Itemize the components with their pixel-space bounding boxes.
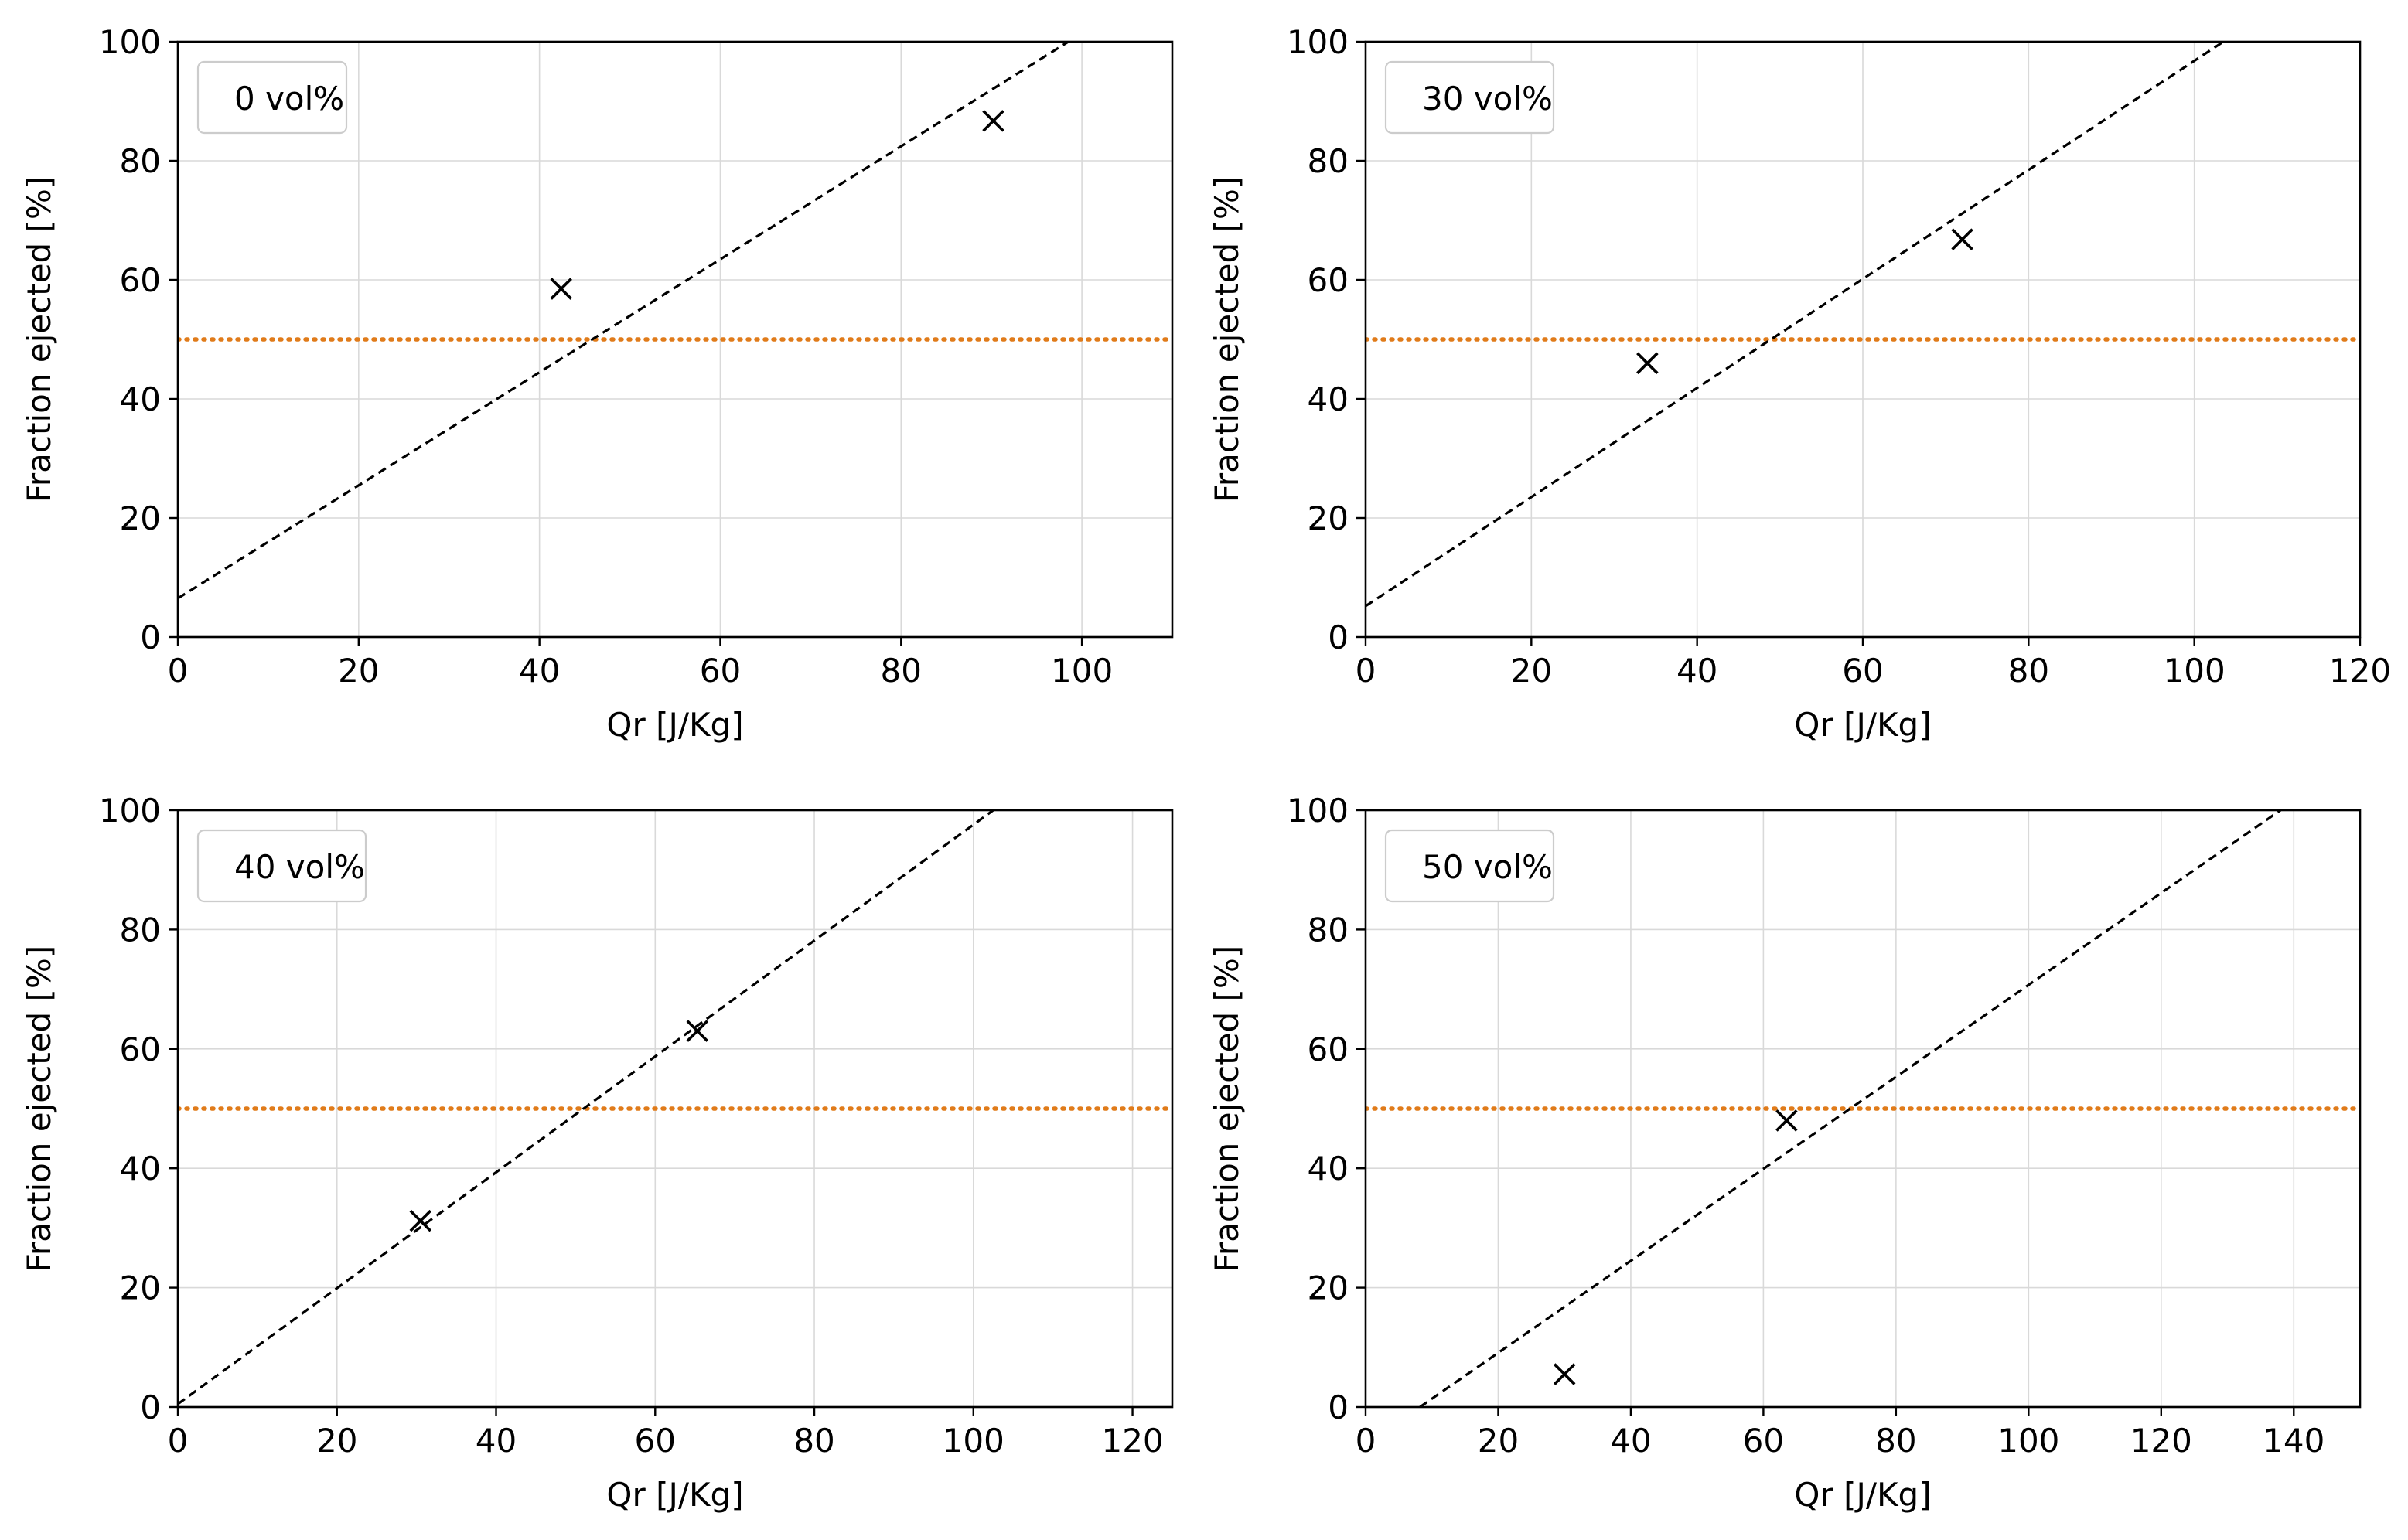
chart-4-point-1 [1553,1363,1576,1385]
chart-3-panel: 0 20 40 60 80 100 120 0 20 40 60 80 100 Qr [J/Kg] Frac… [20,792,1174,1514]
chart-4-point-2 [1775,1109,1798,1132]
chart-3-xtick-label-2: 40 [476,1422,517,1460]
chart-2-xtick-label-0: 0 [1356,652,1376,690]
chart-4-xtick-label-6: 120 [2130,1422,2192,1460]
chart-4-xtick-label-0: 0 [1356,1422,1376,1460]
chart-2-xtick-label-2: 40 [1676,652,1717,690]
chart-2-ylabel: Fraction ejected [%] [1208,176,1246,503]
chart-2-legend-box [1384,60,1555,135]
chart-2-point-2 [1951,228,1973,250]
chart-1-legend-label: 0 vol% [234,80,344,118]
chart-2-xtick-label-5: 100 [2164,652,2226,690]
chart-4-legend-label: 50 vol% [1422,848,1553,886]
chart-1-point-1 [550,278,572,300]
chart-1-ytick-label-2: 40 [120,380,161,418]
chart-3-ytick-label-1: 20 [120,1269,161,1307]
chart-1-xtick-label-5: 100 [1051,652,1113,690]
chart-4-ytick-label-3: 60 [1308,1031,1349,1068]
chart-3-xtick-label-0: 0 [168,1422,189,1460]
chart-3-xtick-label-6: 120 [1101,1422,1163,1460]
chart-4-ytick-label-0: 0 [1328,1388,1349,1426]
chart-2-xtick-label-1: 20 [1511,652,1552,690]
chart-3-legend-box [196,829,367,903]
chart-2-ytick-label-2: 40 [1308,380,1349,418]
chart-1-xtick-label-2: 40 [519,652,560,690]
chart-4-xlabel: Qr [J/Kg] [1794,1476,1931,1514]
chart-4-fit-line [1419,810,2282,1407]
chart-3-ylabel: Fraction ejected [%] [20,945,58,1272]
chart-3-xtick-label-3: 60 [635,1422,676,1460]
chart-4-xtick-label-7: 140 [2263,1422,2324,1460]
chart-1-xtick-label-4: 80 [881,652,922,690]
chart-3-ytick-label-5: 100 [99,792,161,830]
chart-2-fit-line [1366,42,2225,608]
chart-2-ytick-label-3: 60 [1308,261,1349,299]
chart-4-ytick-label-2: 40 [1308,1150,1349,1187]
chart-1-panel: 0 20 40 60 80 100 0 20 40 60 80 100 Qr [J/Kg] Fractio… [20,23,1174,744]
chart-3-xtick-label-4: 80 [793,1422,834,1460]
chart-4-xtick-label-2: 40 [1610,1422,1651,1460]
chart-4-xtick-label-4: 80 [1875,1422,1916,1460]
chart-4-ylabel: Fraction ejected [%] [1208,945,1246,1272]
chart-3-ytick-label-0: 0 [140,1388,161,1426]
chart-3-xtick-label-1: 20 [316,1422,357,1460]
chart-2-ytick-label-1: 20 [1308,499,1349,537]
chart-1-xtick-label-0: 0 [168,652,189,690]
chart-3-point-2 [686,1020,709,1042]
chart-3-fit-line [178,810,994,1405]
chart-1-xtick-label-1: 20 [338,652,379,690]
chart-4-xtick-label-5: 100 [1997,1422,2059,1460]
chart-2-panel: 0 20 40 60 80 100 120 0 20 40 60 80 100 Qr [J/Kg] Frac… [1208,23,2391,744]
chart-2-xtick-label-3: 60 [1842,652,1883,690]
chart-3-point-1 [409,1209,432,1232]
chart-3-ytick-label-2: 40 [120,1150,161,1187]
chart-1-ylabel: Fraction ejected [%] [20,176,58,503]
chart-2-ytick-label-5: 100 [1287,23,1349,61]
chart-2-xtick-label-6: 120 [2329,652,2391,690]
chart-3-axes-frame [176,809,1174,1409]
chart-1-ytick-label-1: 20 [120,499,161,537]
chart-1-ytick-label-5: 100 [99,23,161,61]
chart-4-ytick-label-1: 20 [1308,1269,1349,1307]
chart-4-xtick-label-3: 60 [1743,1422,1784,1460]
chart-4-xtick-label-1: 20 [1478,1422,1519,1460]
chart-2-xlabel: Qr [J/Kg] [1794,706,1931,744]
chart-3-ytick-label-3: 60 [120,1031,161,1068]
chart-4-ytick-label-4: 80 [1308,911,1349,949]
chart-1-ytick-label-4: 80 [120,142,161,180]
chart-3-xtick-label-5: 100 [943,1422,1004,1460]
chart-1-point-2 [982,110,1004,132]
chart-3-ytick-label-4: 80 [120,911,161,949]
chart-4-legend-box [1384,829,1555,903]
chart-2-xtick-label-4: 80 [2008,652,2049,690]
chart-1-legend-box [196,60,348,135]
chart-1-xtick-label-3: 60 [700,652,741,690]
chart-1-fit-line [178,42,1069,600]
chart-1-xlabel: Qr [J/Kg] [606,706,743,744]
chart-2-ytick-label-4: 80 [1308,142,1349,180]
chart-2-legend-label: 30 vol% [1422,80,1553,118]
chart-2-point-1 [1636,352,1659,375]
chart-4-axes-frame [1364,809,2362,1409]
chart-3-legend-label: 40 vol% [234,848,365,886]
chart-2-ytick-label-0: 0 [1328,618,1349,656]
chart-1-axes-frame [176,40,1174,639]
chart-1-ytick-label-3: 60 [120,261,161,299]
chart-1-ytick-label-0: 0 [140,618,161,656]
chart-4-panel: 0 20 40 60 80 100 120 140 0 20 40 60 80 100 Qr [J/Kg] F… [1208,792,2362,1514]
chart-3-xlabel: Qr [J/Kg] [606,1476,743,1514]
chart-4-ytick-label-5: 100 [1287,792,1349,830]
